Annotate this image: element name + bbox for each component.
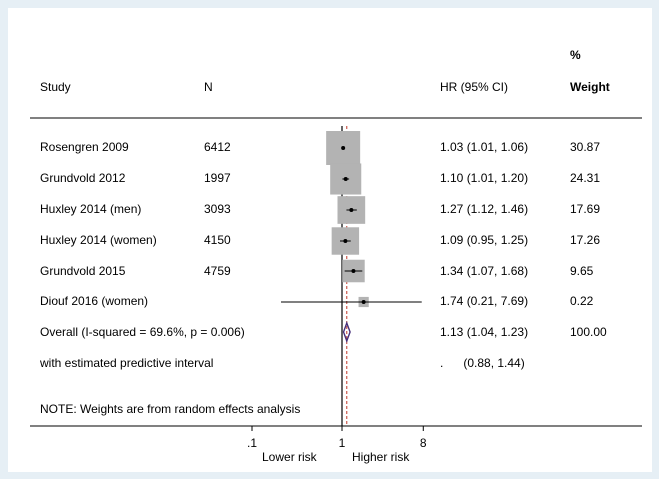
study-n: 3093 bbox=[204, 202, 231, 216]
x-tick-label: .1 bbox=[246, 436, 258, 450]
study-name: Diouf 2016 (women) bbox=[40, 294, 149, 308]
study-hr: 1.27 (1.12, 1.46) bbox=[440, 202, 529, 216]
study-point-estimate bbox=[361, 300, 366, 304]
study-weight: 17.26 bbox=[570, 233, 601, 247]
predictive-hr: . (0.88, 1.44) bbox=[440, 356, 525, 370]
weight-percent-header: % bbox=[570, 48, 581, 62]
forest-plot-panel: % Study N HR (95% CI) Weight Rosengren 2… bbox=[8, 8, 652, 472]
weights-note: NOTE: Weights are from random effects an… bbox=[40, 402, 301, 416]
x-caption-higher-risk: Higher risk bbox=[352, 450, 410, 464]
study-name: Rosengren 2009 bbox=[40, 140, 129, 154]
study-point-estimate bbox=[343, 239, 348, 243]
overall-diamond bbox=[342, 320, 351, 344]
study-n: 4150 bbox=[204, 233, 231, 247]
study-hr: 1.03 (1.01, 1.06) bbox=[440, 140, 529, 154]
study-weight: 24.31 bbox=[570, 171, 601, 185]
overall-label: Overall (I-squared = 69.6%, p = 0.006) bbox=[40, 325, 245, 339]
study-weight: 9.65 bbox=[570, 264, 594, 278]
study-point-estimate bbox=[343, 177, 348, 181]
forest-plot-canvas bbox=[30, 117, 642, 431]
study-n: 1997 bbox=[204, 171, 231, 185]
study-hr: 1.09 (0.95, 1.25) bbox=[440, 233, 529, 247]
x-tick-label: 8 bbox=[419, 436, 427, 450]
hr-column-header: HR (95% CI) bbox=[440, 80, 509, 94]
predictive-label: with estimated predictive interval bbox=[40, 356, 214, 370]
study-hr: 1.10 (1.01, 1.20) bbox=[440, 171, 529, 185]
study-hr: 1.34 (1.07, 1.68) bbox=[440, 264, 529, 278]
study-hr: 1.74 (0.21, 7.69) bbox=[440, 294, 529, 308]
study-name: Grundvold 2012 bbox=[40, 171, 126, 185]
study-name: Huxley 2014 (women) bbox=[40, 233, 157, 247]
n-column-header: N bbox=[204, 80, 213, 94]
study-name: Grundvold 2015 bbox=[40, 264, 126, 278]
study-n: 4759 bbox=[204, 264, 231, 278]
study-n: 6412 bbox=[204, 140, 231, 154]
study-weight: 0.22 bbox=[570, 294, 594, 308]
study-point-estimate bbox=[351, 269, 356, 273]
study-weight: 17.69 bbox=[570, 202, 601, 216]
overall-weight: 100.00 bbox=[570, 325, 607, 339]
x-caption-lower-risk: Lower risk bbox=[262, 450, 317, 464]
overall-hr: 1.13 (1.04, 1.23) bbox=[440, 325, 529, 339]
weight-column-header: Weight bbox=[570, 80, 610, 94]
x-tick-label: 1 bbox=[338, 436, 346, 450]
study-point-estimate bbox=[349, 208, 354, 212]
study-name: Huxley 2014 (men) bbox=[40, 202, 142, 216]
study-point-estimate bbox=[341, 146, 346, 150]
study-column-header: Study bbox=[40, 80, 71, 94]
study-weight: 30.87 bbox=[570, 140, 601, 154]
